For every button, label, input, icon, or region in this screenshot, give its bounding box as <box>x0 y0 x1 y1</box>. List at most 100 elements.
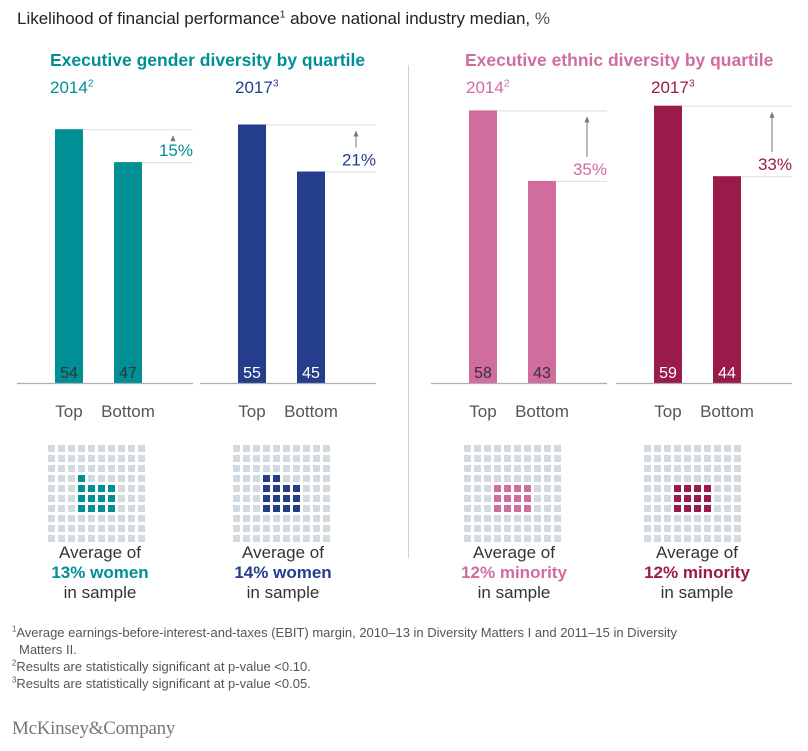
waffle-cell <box>233 515 240 522</box>
waffle-cell <box>674 465 681 472</box>
waffle-cell <box>554 505 561 512</box>
waffle-cell <box>644 525 651 532</box>
waffle-cell <box>534 455 541 462</box>
waffle-cell-highlighted <box>108 485 115 492</box>
waffle-cell <box>128 475 135 482</box>
waffle-cell <box>734 465 741 472</box>
caption-highlight: 12% minority <box>644 563 750 582</box>
waffle-cell <box>534 485 541 492</box>
year-text: 2017 <box>235 78 273 97</box>
waffle-cell <box>118 445 125 452</box>
waffle-cell-highlighted <box>514 495 521 502</box>
category-label-bottom: Bottom <box>101 402 155 421</box>
waffle-cell <box>323 485 330 492</box>
footnote-marker: 2 <box>12 658 17 668</box>
waffle-cell <box>68 475 75 482</box>
waffle-cell-highlighted <box>674 505 681 512</box>
waffle-cell <box>554 515 561 522</box>
bar-top-quartile <box>55 129 83 383</box>
waffle-cell <box>293 525 300 532</box>
waffle-cell <box>654 515 661 522</box>
waffle-cell <box>494 475 501 482</box>
waffle-cell-highlighted <box>514 505 521 512</box>
caption-highlight: 14% women <box>234 563 332 582</box>
waffle-cell <box>253 495 260 502</box>
waffle-cell <box>88 535 95 542</box>
value-label-bottom: 45 <box>302 365 320 382</box>
difference-label: 15% <box>159 141 193 160</box>
year-footnote-ref: 2 <box>87 78 94 90</box>
waffle-cell <box>313 505 320 512</box>
waffle-cell-highlighted <box>78 485 85 492</box>
waffle-cell <box>233 535 240 542</box>
footnote-marker: 3 <box>12 675 17 685</box>
footnote-marker: 1 <box>12 624 17 634</box>
bar-bottom-quartile <box>528 180 556 383</box>
waffle-cell <box>504 515 511 522</box>
year-label-gender-2017: 20173 <box>235 78 279 98</box>
waffle-cell <box>504 535 511 542</box>
waffle-cell-highlighted <box>504 485 511 492</box>
waffle-cell <box>494 465 501 472</box>
waffle-cell <box>313 465 320 472</box>
waffle-cell <box>323 475 330 482</box>
waffle-cell <box>58 475 65 482</box>
waffle-cell-highlighted <box>263 485 270 492</box>
waffle-cell <box>484 525 491 532</box>
waffle-cell <box>554 485 561 492</box>
waffle-cell <box>714 505 721 512</box>
waffle-cell-highlighted <box>263 505 270 512</box>
waffle-cell <box>323 535 330 542</box>
waffle-cell <box>734 485 741 492</box>
difference-label: 21% <box>342 151 376 170</box>
waffle-cell <box>474 495 481 502</box>
waffle-cell <box>544 445 551 452</box>
arrow-up-icon <box>170 135 176 142</box>
waffle-cell <box>694 515 701 522</box>
waffle-cell <box>48 525 55 532</box>
waffle-cell <box>78 515 85 522</box>
waffle-cell <box>303 465 310 472</box>
waffle-cell <box>654 455 661 462</box>
waffle-cell-highlighted <box>88 505 95 512</box>
waffle-cell-highlighted <box>514 485 521 492</box>
bar-top-quartile <box>654 105 682 383</box>
waffle-cell <box>684 525 691 532</box>
category-label-bottom: Bottom <box>515 402 569 421</box>
waffle-cell <box>68 515 75 522</box>
waffle-cell <box>474 535 481 542</box>
waffle-cell-highlighted <box>108 495 115 502</box>
waffle-cell <box>263 445 270 452</box>
waffle-cell <box>704 515 711 522</box>
waffle-cell <box>253 505 260 512</box>
category-label-top: Top <box>654 402 681 421</box>
waffle-cell <box>118 525 125 532</box>
waffle-cell <box>514 465 521 472</box>
waffle-cell <box>233 475 240 482</box>
waffle-cell <box>494 525 501 532</box>
waffle-cell <box>664 465 671 472</box>
waffle-cell <box>88 445 95 452</box>
waffle-cell <box>674 515 681 522</box>
waffle-cell <box>253 515 260 522</box>
caption-pre: Average of <box>473 543 555 562</box>
waffle-cell-highlighted <box>684 505 691 512</box>
waffle-cell <box>323 465 330 472</box>
waffle-cell <box>534 525 541 532</box>
waffle-cell <box>78 465 85 472</box>
waffle-cell <box>88 455 95 462</box>
waffle-cell <box>734 445 741 452</box>
waffle-cell <box>514 525 521 532</box>
waffle-cell <box>654 495 661 502</box>
waffle-cell <box>108 465 115 472</box>
waffle-cell <box>704 455 711 462</box>
sample-caption-gender-2017: Average of 14% women in sample <box>193 543 373 603</box>
footnote-2: 2Results are statistically significant a… <box>12 658 802 675</box>
waffle-cell <box>263 455 270 462</box>
waffle-cell <box>704 535 711 542</box>
waffle-cell <box>128 445 135 452</box>
waffle-cell <box>243 525 250 532</box>
footnote-1: 1Average earnings-before-interest-and-ta… <box>12 624 802 641</box>
waffle-cell <box>273 535 280 542</box>
waffle-cell <box>68 455 75 462</box>
